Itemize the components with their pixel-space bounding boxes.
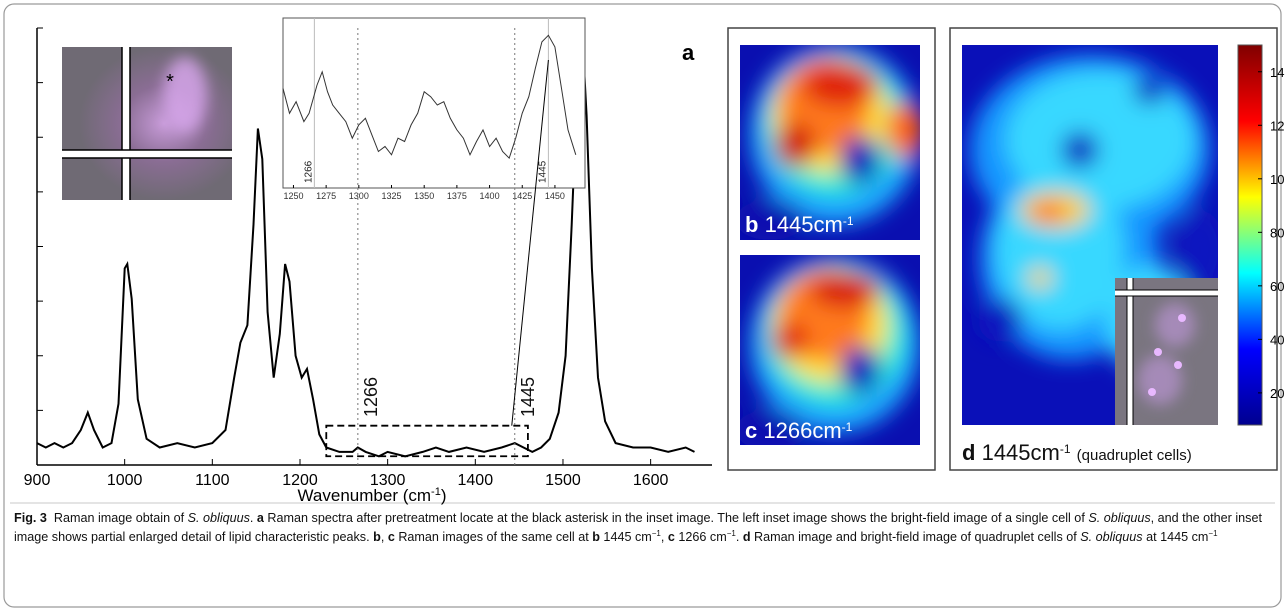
panel-text: 1445cm	[982, 440, 1060, 465]
colorbar	[1237, 44, 1263, 426]
panel-label: c 1266cm-1	[745, 418, 853, 443]
colorbar-tick-label: 800	[1270, 225, 1285, 240]
x-tick-label: 1300	[349, 191, 369, 201]
panel-frame	[949, 27, 1278, 471]
annotation: 1445	[518, 377, 538, 417]
x-axis-label-end: )	[441, 486, 447, 505]
x-tick-label: 1325	[381, 191, 401, 201]
colorbar-tick-label: 600	[1270, 279, 1285, 294]
caption-run: 1266 cm	[674, 530, 727, 544]
raman-image: b 1445cm-1	[740, 45, 920, 240]
bright-field-photo: *	[62, 47, 232, 200]
x-tick-label: 1375	[447, 191, 467, 201]
caption-run: , and the other inset image shows partia…	[14, 511, 1266, 544]
x-tick-label: 1450	[545, 191, 565, 201]
panel-note: (quadruplet cells)	[1077, 447, 1192, 464]
x-tick-label: 1425	[512, 191, 532, 201]
x-tick-label: 1600	[633, 472, 669, 489]
caption-run: d	[742, 530, 751, 544]
caption-run: S. obliquus	[1080, 530, 1143, 544]
raman-image	[962, 45, 1218, 425]
caption-run: at 1445 cm	[1142, 530, 1209, 544]
colorbar-tick-label: 200	[1270, 386, 1285, 401]
colorbar-tick-label: 1000	[1270, 172, 1285, 187]
panel-text: 1445cm	[765, 212, 843, 237]
caption-run: Raman image and bright-field image of qu…	[750, 530, 1081, 544]
caption-run: ,	[660, 530, 668, 544]
panel-frame	[727, 27, 936, 471]
panel-letter: c	[745, 418, 757, 443]
caption-run: Fig. 3	[14, 511, 47, 525]
x-tick-label: 1250	[283, 191, 303, 201]
caption-run: b	[592, 530, 600, 544]
caption-run: a	[256, 511, 264, 525]
x-axis-label-sup: -1	[431, 486, 441, 498]
caption-run: −1	[726, 528, 736, 538]
x-tick-label: 1500	[545, 472, 581, 489]
x-tick-label: 1275	[316, 191, 336, 201]
caption-run: .	[735, 530, 743, 544]
spectrum-line	[282, 34, 577, 160]
panel-sup: -1	[1060, 442, 1071, 456]
figure-frame	[3, 3, 1282, 608]
caption-run: Raman image obtain of	[46, 511, 188, 525]
panel-letter: b	[745, 212, 758, 237]
caption-run: −1	[1208, 528, 1218, 538]
raman-image: c 1266cm-1	[740, 255, 920, 445]
panel-letter: d	[962, 440, 975, 465]
caption-run: S. obliquus	[187, 511, 250, 525]
x-tick-label: 1100	[195, 472, 230, 489]
x-tick-label: 1350	[414, 191, 434, 201]
inset-frame	[282, 17, 586, 189]
caption-run: c	[667, 530, 675, 544]
panel-sup: -1	[842, 420, 853, 434]
caption-run: Raman images of the same cell at	[394, 530, 593, 544]
x-tick-label: 1400	[480, 191, 500, 201]
x-tick-label: 1200	[282, 472, 318, 489]
panel-label: b 1445cm-1	[745, 212, 854, 237]
caption-run: Raman spectra after pretreatment locate …	[263, 511, 1089, 525]
caption-run: −1	[651, 528, 661, 538]
caption-run: c	[387, 530, 395, 544]
annotation: 1266	[303, 160, 314, 183]
panel-label: d 1445cm-1 (quadruplet cells)	[962, 440, 1192, 465]
caption-run: .	[249, 511, 257, 525]
colorbar-tick-label: 1400	[1270, 65, 1285, 80]
panel-sup: -1	[843, 214, 854, 228]
panel-label: a	[682, 40, 695, 65]
highlight-box	[325, 424, 529, 458]
x-tick-label: 1300	[370, 472, 406, 489]
caption-run: ,	[380, 530, 388, 544]
connector	[511, 59, 549, 426]
x-tick-label: 1400	[458, 472, 494, 489]
x-axis-label-text: Wavenumber (cm	[298, 486, 432, 505]
panel-text: 1266cm	[763, 418, 841, 443]
annotation: 1266	[361, 377, 381, 417]
asterisk: *	[166, 71, 174, 93]
colorbar-tick-label: 400	[1270, 332, 1285, 347]
annotation: 1445	[537, 160, 548, 183]
colorbar-tick-label: 1200	[1270, 118, 1285, 133]
x-tick-label: 1000	[107, 472, 143, 489]
caption-run: S. obliquus	[1088, 511, 1151, 525]
caption-run: 1445 cm	[599, 530, 652, 544]
x-axis-label: Wavenumber (cm-1)	[298, 486, 447, 505]
caption: Fig. 3 Raman image obtain of S. obliquus…	[14, 509, 1272, 547]
x-tick-label: 900	[24, 472, 51, 489]
caption-run: b	[373, 530, 381, 544]
